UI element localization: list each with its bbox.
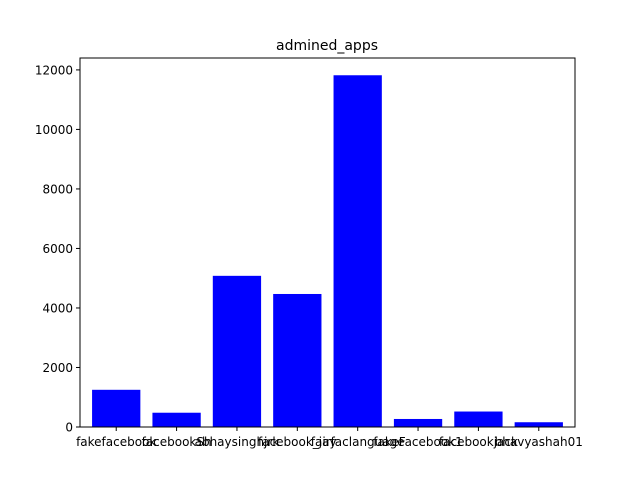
x-tick-label: facebookSh xyxy=(142,435,212,449)
bar-1 xyxy=(152,412,201,427)
bar-6 xyxy=(454,411,503,427)
y-tick-label: 4000 xyxy=(42,301,73,315)
y-axis: 0 2000 4000 6000 8000 10000 12000 xyxy=(35,63,80,435)
y-tick-label: 10000 xyxy=(35,123,73,137)
x-tick-label: facebookjack xyxy=(439,435,518,449)
x-tick-label: fairfaclanguage xyxy=(311,435,405,449)
x-tick-label: abhaysinghjrk xyxy=(195,435,280,449)
x-tick-label: facebook_jay xyxy=(258,435,337,449)
x-axis: fakefacebookfacebookShabhaysinghjrkfaceb… xyxy=(76,427,583,449)
bar-5 xyxy=(393,418,443,427)
chart-title: admined_apps xyxy=(276,38,378,54)
bar-7 xyxy=(514,422,563,427)
y-tick-label: 8000 xyxy=(42,182,73,196)
y-tick-label: 2000 xyxy=(42,361,73,375)
bar-2 xyxy=(212,275,262,427)
bar-3 xyxy=(273,293,322,427)
x-tick-label: fakeFacebook1 xyxy=(373,435,463,449)
bar-0 xyxy=(92,389,141,427)
bars-group xyxy=(92,75,563,427)
x-tick-label: bhavyashah01 xyxy=(495,435,583,449)
y-tick-label: 0 xyxy=(65,421,73,435)
bar-4 xyxy=(333,75,382,427)
y-tick-label: 12000 xyxy=(35,63,73,77)
plot-frame xyxy=(79,57,576,428)
y-tick-label: 6000 xyxy=(42,242,73,256)
x-tick-label: fakefacebook xyxy=(76,435,156,449)
